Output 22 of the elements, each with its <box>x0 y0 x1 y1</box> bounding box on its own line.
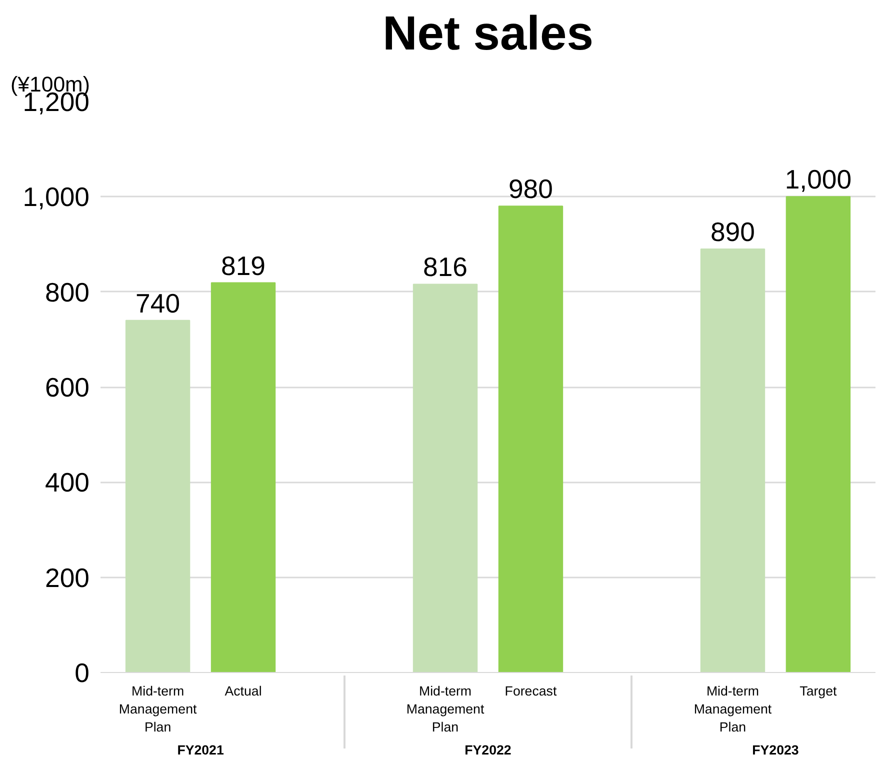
x-tick-label: Forecast <box>504 684 557 698</box>
data-label: 980 <box>508 174 553 204</box>
y-tick-label: 200 <box>45 562 90 593</box>
x-tick-label: Mid-term Management Plan <box>118 684 197 734</box>
text: FY2022 <box>464 742 512 758</box>
text: FY2021 <box>177 742 224 758</box>
data-label: 819 <box>221 250 266 281</box>
y-tick-label: 800 <box>45 277 90 308</box>
y-tick-label: 600 <box>45 372 90 402</box>
data-label: 1,000 <box>784 164 852 195</box>
y-tick-label: 0 <box>74 658 90 688</box>
y-tick-label: 400 <box>45 468 90 498</box>
text: FY2023 <box>752 742 799 758</box>
x-tick-label: Mid-term Management Plan <box>406 684 484 734</box>
x-tick-label: Mid-term Management Plan <box>694 684 772 734</box>
x-tick-label: Target <box>800 684 838 698</box>
data-label: 740 <box>136 288 180 318</box>
x-tick-label: Actual <box>224 684 262 698</box>
data-label: 890 <box>710 217 755 248</box>
y-tick-label: 1,000 <box>22 182 90 212</box>
data-label: 816 <box>423 252 468 282</box>
chart-title: Net sales <box>382 8 594 60</box>
